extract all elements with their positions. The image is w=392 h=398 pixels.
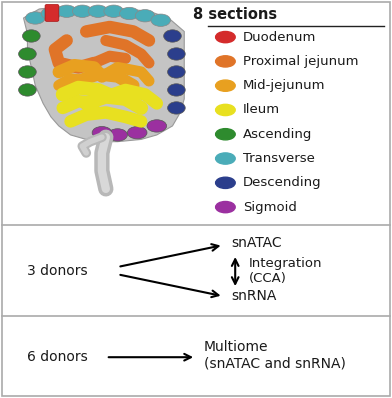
Text: Mid-jejunum: Mid-jejunum (243, 79, 325, 92)
Ellipse shape (25, 12, 45, 24)
FancyBboxPatch shape (45, 4, 59, 21)
Ellipse shape (168, 84, 185, 96)
Ellipse shape (19, 66, 36, 78)
Text: Ileum: Ileum (243, 103, 280, 117)
Ellipse shape (73, 5, 92, 18)
Circle shape (216, 56, 235, 67)
Ellipse shape (19, 84, 36, 96)
Text: 3 donors: 3 donors (27, 263, 88, 278)
Circle shape (216, 177, 235, 188)
Text: 8 sections: 8 sections (193, 7, 277, 22)
Text: Transverse: Transverse (243, 152, 315, 165)
Ellipse shape (164, 30, 181, 42)
Text: snRNA: snRNA (231, 289, 277, 303)
Text: 6 donors: 6 donors (27, 350, 88, 364)
Ellipse shape (120, 7, 139, 20)
Ellipse shape (151, 14, 171, 26)
Text: Integration
(CCA): Integration (CCA) (249, 257, 322, 285)
Ellipse shape (104, 5, 123, 18)
Text: Proximal jejunum: Proximal jejunum (243, 55, 359, 68)
Ellipse shape (147, 120, 167, 132)
Circle shape (216, 129, 235, 140)
Ellipse shape (88, 5, 108, 18)
Ellipse shape (135, 10, 155, 22)
Circle shape (216, 31, 235, 43)
Ellipse shape (22, 30, 40, 42)
Text: Sigmoid: Sigmoid (243, 201, 297, 214)
Ellipse shape (92, 127, 112, 139)
Ellipse shape (19, 48, 36, 60)
Ellipse shape (41, 7, 61, 20)
Ellipse shape (108, 129, 127, 141)
Ellipse shape (127, 127, 147, 139)
Ellipse shape (168, 102, 185, 114)
Circle shape (216, 104, 235, 115)
Circle shape (216, 153, 235, 164)
Circle shape (216, 201, 235, 213)
Text: Descending: Descending (243, 176, 322, 189)
Text: Ascending: Ascending (243, 128, 312, 141)
Ellipse shape (168, 48, 185, 60)
Circle shape (216, 80, 235, 91)
Text: Duodenum: Duodenum (243, 31, 316, 44)
Ellipse shape (168, 66, 185, 78)
Text: Multiome
(snATAC and snRNA): Multiome (snATAC and snRNA) (204, 340, 346, 371)
Polygon shape (24, 7, 184, 142)
Text: snATAC: snATAC (231, 236, 282, 250)
Ellipse shape (57, 5, 76, 18)
